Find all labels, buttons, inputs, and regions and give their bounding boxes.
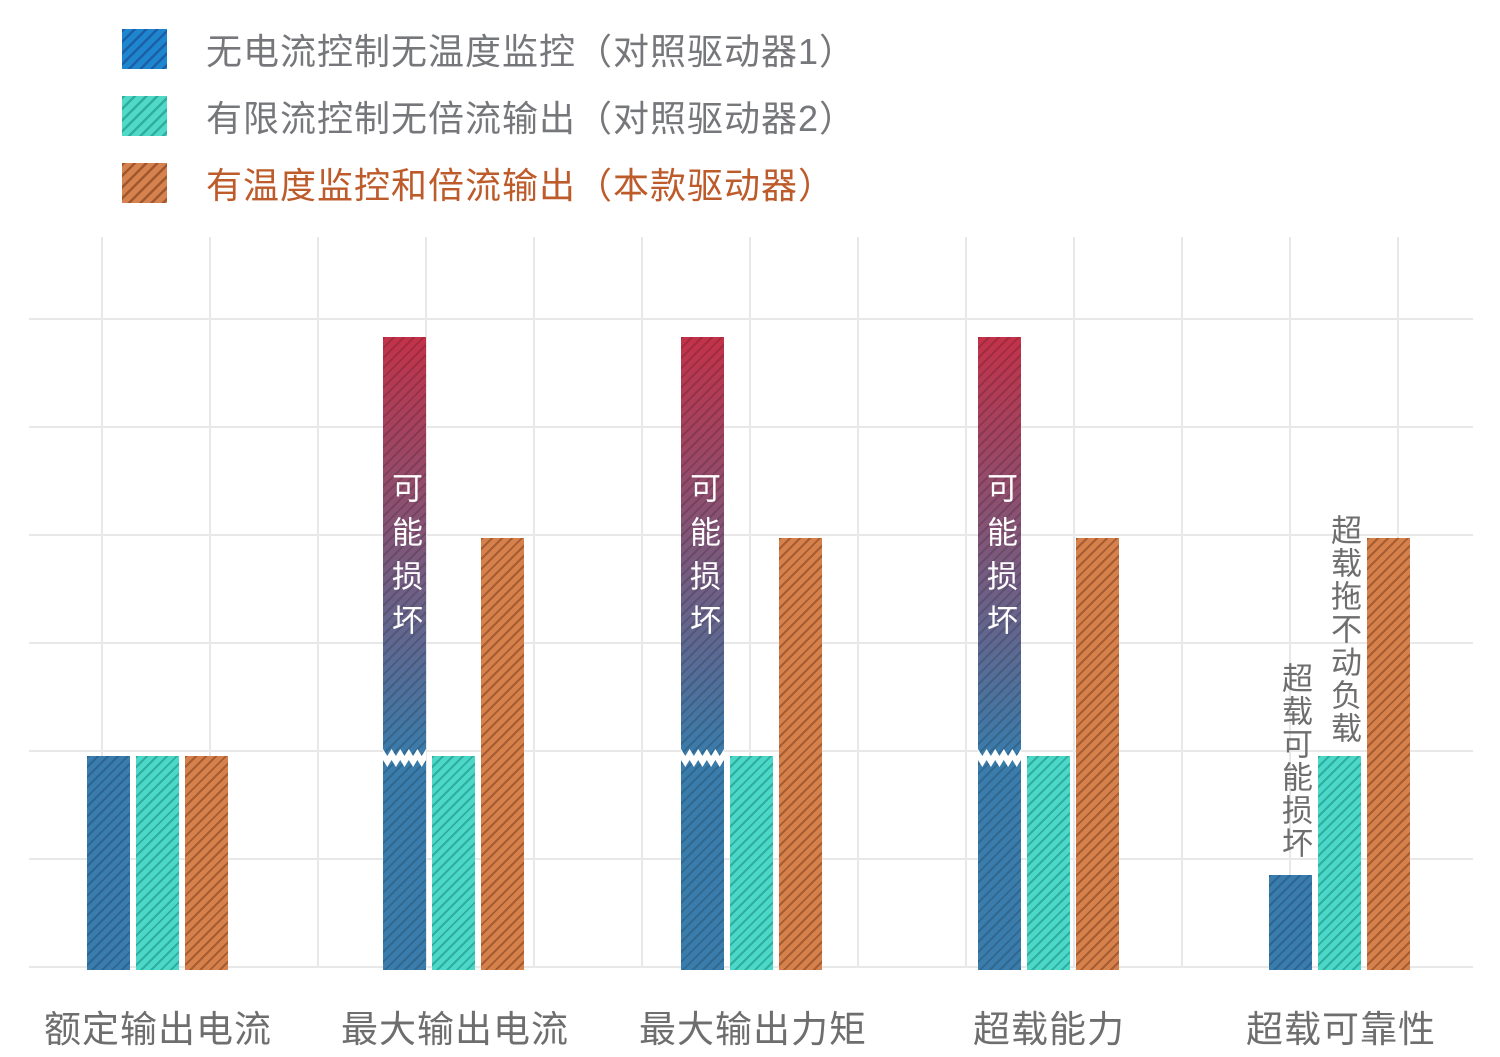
damage-label: 可能损坏 bbox=[387, 472, 422, 648]
legend-item-driver2: 有限流控制无倍流输出（对照驱动器2） bbox=[122, 96, 856, 139]
bar-series1-cat1 bbox=[87, 756, 130, 970]
category-label-max-current: 最大输出电流 bbox=[341, 1009, 569, 1050]
bar-series1-cat4: 可能损坏 bbox=[978, 337, 1021, 970]
bar-series3-cat1 bbox=[185, 756, 228, 970]
category-label-rated-current: 额定输出电流 bbox=[44, 1009, 272, 1050]
overload-damage-note: 超载可能损坏 bbox=[1277, 662, 1312, 860]
bar-series3-cat2 bbox=[481, 538, 524, 970]
overload-stall-note: 超载拖不动负载 bbox=[1326, 514, 1361, 745]
category-label-overload-capacity: 超载能力 bbox=[973, 1009, 1125, 1050]
bar-series1-cat5 bbox=[1269, 875, 1312, 970]
legend-item-this-driver: 有温度监控和倍流输出（本款驱动器） bbox=[122, 163, 856, 206]
legend-item-driver1: 无电流控制无温度监控（对照驱动器1） bbox=[122, 29, 856, 72]
bar-series1-cat2: 可能损坏 bbox=[383, 337, 426, 970]
bar-series2-cat1 bbox=[136, 756, 179, 970]
category-label-max-torque: 最大输出力矩 bbox=[639, 1009, 867, 1050]
legend: 无电流控制无温度监控（对照驱动器1） 有限流控制无倍流输出（对照驱动器2） 有温… bbox=[122, 29, 856, 230]
legend-label-driver2: 有限流控制无倍流输出（对照驱动器2） bbox=[206, 98, 857, 139]
bar-series3-cat3 bbox=[779, 538, 822, 970]
legend-label-this-driver: 有温度监控和倍流输出（本款驱动器） bbox=[206, 165, 836, 206]
bar-series2-cat2 bbox=[432, 756, 475, 970]
damage-label: 可能损坏 bbox=[982, 472, 1017, 648]
bar-series3-cat4 bbox=[1076, 538, 1119, 970]
bar-series2-cat5 bbox=[1318, 756, 1361, 970]
bar-series2-cat3 bbox=[730, 756, 773, 970]
bar-break-zigzag bbox=[978, 749, 1021, 767]
bar-break-zigzag bbox=[681, 749, 724, 767]
bar-series3-cat5 bbox=[1367, 538, 1410, 970]
legend-label-driver1: 无电流控制无温度监控（对照驱动器1） bbox=[206, 31, 857, 72]
legend-swatch-orange bbox=[122, 163, 167, 203]
bar-break-zigzag bbox=[383, 749, 426, 767]
category-label-overload-reliability: 超载可靠性 bbox=[1246, 1009, 1436, 1050]
bar-series2-cat4 bbox=[1027, 756, 1070, 970]
legend-swatch-teal bbox=[122, 96, 167, 136]
bar-series1-cat3: 可能损坏 bbox=[681, 337, 724, 970]
damage-label: 可能损坏 bbox=[685, 472, 720, 648]
legend-swatch-blue bbox=[122, 29, 167, 69]
